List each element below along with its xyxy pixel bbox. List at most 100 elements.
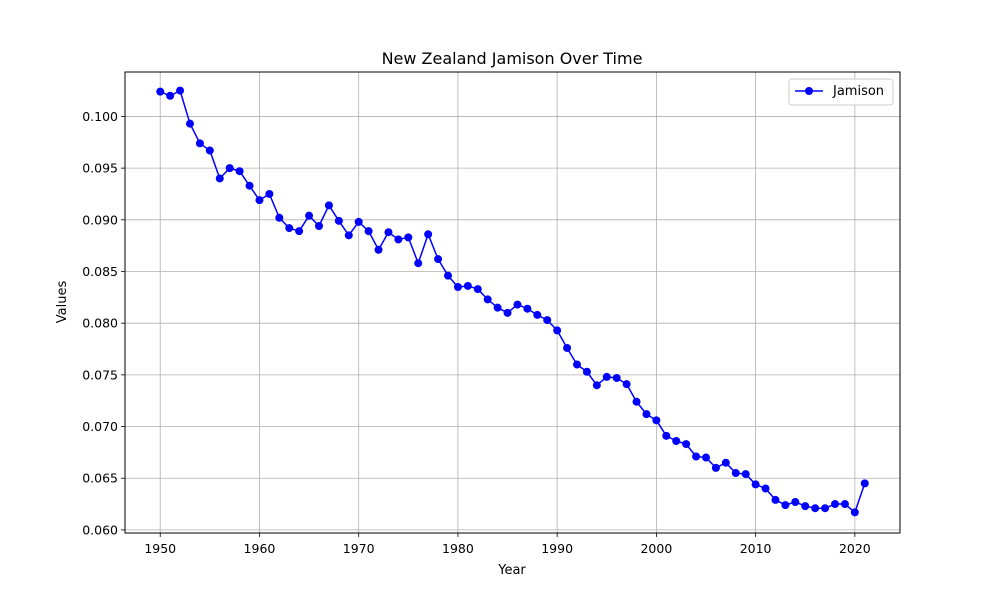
data-point bbox=[424, 230, 433, 239]
legend-marker-swatch bbox=[805, 87, 813, 95]
data-point bbox=[592, 381, 601, 390]
data-point bbox=[801, 502, 810, 511]
data-point bbox=[156, 87, 165, 96]
data-point bbox=[314, 222, 323, 231]
x-tick-label: 2010 bbox=[740, 541, 772, 556]
data-point bbox=[483, 295, 492, 304]
data-point bbox=[711, 463, 720, 472]
x-tick-label: 1970 bbox=[343, 541, 375, 556]
data-point bbox=[702, 453, 711, 462]
data-point bbox=[463, 281, 472, 290]
data-point bbox=[245, 181, 254, 190]
data-point bbox=[731, 469, 740, 478]
data-point bbox=[384, 228, 393, 237]
data-point bbox=[295, 227, 304, 236]
x-tick-label: 1990 bbox=[541, 541, 573, 556]
data-point bbox=[394, 235, 403, 244]
chart-title: New Zealand Jamison Over Time bbox=[382, 49, 643, 68]
series-layer bbox=[156, 86, 869, 517]
data-point bbox=[721, 458, 730, 467]
x-tick-label: 1960 bbox=[244, 541, 276, 556]
legend: Jamison bbox=[788, 78, 894, 106]
y-tick-label: 0.085 bbox=[82, 264, 118, 279]
data-point bbox=[533, 310, 542, 319]
legend-box bbox=[788, 78, 894, 106]
data-point bbox=[582, 367, 591, 376]
data-point bbox=[265, 189, 274, 198]
data-point bbox=[811, 504, 820, 513]
data-point bbox=[632, 397, 641, 406]
data-point bbox=[781, 501, 790, 510]
data-point bbox=[255, 196, 264, 205]
x-tick-label: 2020 bbox=[839, 541, 871, 556]
y-tick-label: 0.075 bbox=[82, 367, 118, 382]
data-point bbox=[652, 416, 661, 425]
y-tick-label: 0.060 bbox=[82, 522, 118, 537]
data-point bbox=[553, 326, 562, 335]
data-point bbox=[275, 213, 284, 222]
data-point bbox=[443, 271, 452, 280]
data-point bbox=[166, 91, 175, 100]
data-point bbox=[324, 201, 333, 210]
data-point bbox=[235, 167, 244, 176]
data-point bbox=[771, 495, 780, 504]
legend-label: Jamison bbox=[832, 84, 884, 99]
data-point bbox=[791, 497, 800, 506]
data-point bbox=[523, 304, 532, 313]
data-point bbox=[354, 217, 363, 226]
data-point bbox=[205, 146, 214, 155]
data-point bbox=[563, 343, 572, 352]
data-point bbox=[285, 224, 294, 233]
y-axis-title: Values bbox=[55, 281, 70, 324]
grid-lines bbox=[125, 72, 900, 533]
data-point bbox=[682, 440, 691, 449]
y-tick-label: 0.100 bbox=[82, 109, 118, 124]
data-point bbox=[404, 233, 413, 242]
x-tick-label: 1950 bbox=[144, 541, 176, 556]
y-tick-label: 0.095 bbox=[82, 161, 118, 176]
data-point bbox=[761, 484, 770, 493]
y-tick-label: 0.080 bbox=[82, 316, 118, 331]
data-point bbox=[503, 308, 512, 317]
data-point bbox=[513, 300, 522, 309]
data-point bbox=[672, 437, 681, 446]
y-tick-label: 0.070 bbox=[82, 419, 118, 434]
data-point bbox=[860, 479, 869, 488]
data-point bbox=[850, 508, 859, 517]
data-point bbox=[364, 227, 373, 236]
data-point bbox=[374, 245, 383, 254]
x-tick-label: 1980 bbox=[442, 541, 474, 556]
data-point bbox=[751, 480, 760, 489]
data-point bbox=[602, 372, 611, 381]
data-point bbox=[414, 259, 423, 268]
data-point bbox=[642, 410, 651, 419]
data-point bbox=[176, 86, 185, 95]
data-point bbox=[453, 282, 462, 291]
data-point bbox=[692, 452, 701, 461]
x-tick-label: 2000 bbox=[640, 541, 672, 556]
data-point bbox=[305, 211, 314, 220]
data-point bbox=[334, 216, 343, 225]
data-point bbox=[473, 285, 482, 294]
data-point bbox=[612, 373, 621, 382]
data-point bbox=[741, 470, 750, 479]
data-point bbox=[573, 360, 582, 369]
y-tick-label: 0.065 bbox=[82, 471, 118, 486]
data-point bbox=[493, 303, 502, 312]
data-point bbox=[662, 431, 671, 440]
data-point bbox=[821, 504, 830, 513]
data-point bbox=[434, 255, 443, 264]
y-tick-label: 0.090 bbox=[82, 212, 118, 227]
data-point bbox=[543, 316, 552, 325]
data-point bbox=[344, 231, 353, 240]
data-point bbox=[831, 500, 840, 509]
data-point bbox=[622, 380, 631, 389]
axis-ticks: 1950 1960 1970 1980 1990 2000 2010 2020 0.060 0.0… bbox=[82, 109, 871, 556]
x-axis-title: Year bbox=[497, 563, 526, 578]
plot-frame bbox=[124, 71, 901, 534]
data-point bbox=[185, 119, 194, 128]
data-point bbox=[195, 139, 204, 148]
data-point bbox=[840, 500, 849, 509]
